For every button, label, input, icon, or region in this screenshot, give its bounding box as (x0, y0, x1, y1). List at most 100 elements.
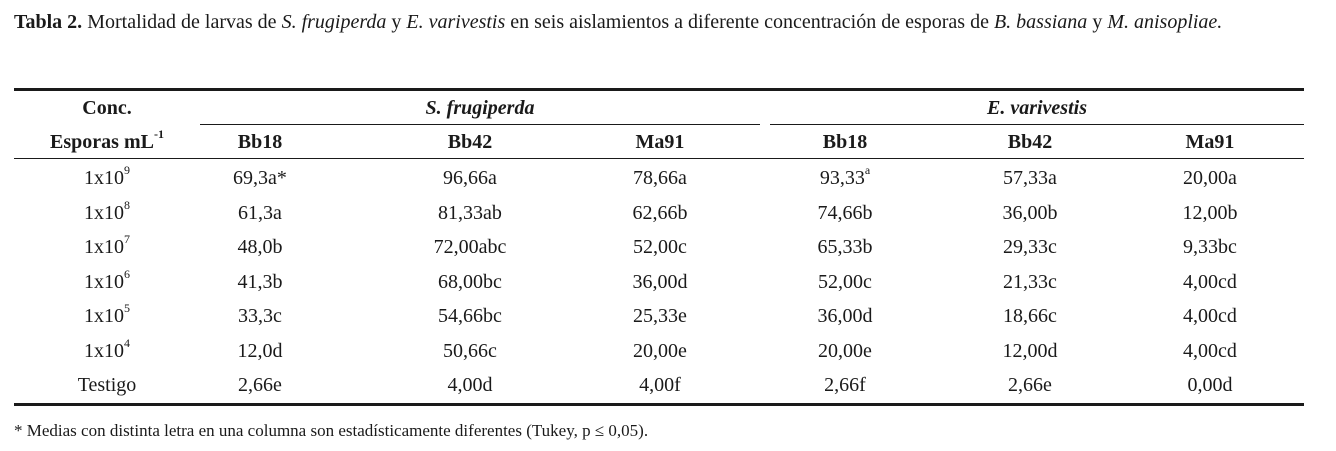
column-header: Bb18 (237, 131, 283, 153)
table-cell: 68,00bc (395, 270, 545, 294)
table-cell-value: 21,33c (1003, 271, 1057, 293)
table-cell-value: 18,66c (1003, 305, 1057, 327)
table-cell: 36,00d (785, 304, 905, 328)
table-cell: 48,0b (200, 235, 320, 259)
table-cell-value: 61,3a (238, 202, 282, 224)
table-cell-value: 72,00abc (433, 236, 507, 258)
table-cell-value: 41,3b (237, 271, 283, 293)
table-cell: 81,33ab (395, 201, 545, 225)
row-concentration: 1x106 (22, 268, 192, 294)
table-cell: 33,3c (200, 304, 320, 328)
caption-species-2: E. varivestis (406, 11, 506, 33)
column-header: Ma91 (1185, 131, 1235, 153)
table-cell-value: 78,66a (633, 167, 687, 189)
table-cell: 50,66c (395, 339, 545, 363)
group-header-varivestis: E. varivestis (987, 97, 1087, 119)
table-bottom-rule (14, 403, 1304, 406)
table-cell: 69,3a* (200, 166, 320, 190)
table-cell: 54,66bc (395, 304, 545, 328)
table-cell: 93,33a (785, 163, 905, 190)
table-cell-superscript: a (864, 163, 871, 178)
table-cell: 2,66e (200, 373, 320, 397)
caption-species-4: M. anisopliae. (1107, 11, 1223, 33)
table-cell-value: 2,66e (1008, 374, 1052, 396)
table-cell: 4,00cd (1150, 339, 1270, 363)
row-concentration-base: 1x10 (84, 167, 124, 189)
table-cell: 36,00d (600, 270, 720, 294)
table-cell: 21,33c (970, 270, 1090, 294)
table-cell-value: 68,00bc (438, 271, 502, 293)
table-cell: 25,33e (600, 304, 720, 328)
table-cell: 62,66b (600, 201, 720, 225)
row-concentration-exponent: 5 (124, 301, 130, 316)
table-cell: 61,3a (200, 201, 320, 225)
group-rule-frugiperda (200, 124, 760, 125)
row-concentration: 1x104 (22, 336, 192, 363)
table-cell-value: 4,00d (447, 374, 493, 396)
table-cell: 78,66a (600, 166, 720, 190)
table-top-rule (14, 88, 1304, 91)
table-cell-value: 33,3c (238, 305, 282, 327)
column-header: Bb42 (447, 131, 493, 153)
table-caption: Tabla 2. Mortalidad de larvas de S. frug… (14, 10, 1304, 34)
header-esporas-text: Esporas mL (50, 131, 154, 153)
table-cell: 4,00f (600, 373, 720, 397)
table-cell-value: 81,33ab (438, 202, 502, 224)
table-cell: 29,33c (970, 235, 1090, 259)
table-cell: 52,00c (785, 270, 905, 294)
table-cell-value: 50,66c (443, 340, 497, 362)
table-cell-value: 36,00d (817, 305, 873, 327)
table-cell: 12,00b (1150, 201, 1270, 225)
table-cell: 12,0d (200, 339, 320, 363)
header-bottom-rule (14, 158, 1304, 159)
table-cell: 4,00cd (1150, 270, 1270, 294)
table-cell: 41,3b (200, 270, 320, 294)
table-cell: 4,00d (395, 373, 545, 397)
header-conc: Conc. (82, 97, 132, 119)
group-rule-varivestis (770, 124, 1304, 125)
table-cell: 57,33a (970, 166, 1090, 190)
table-cell: 52,00c (600, 235, 720, 259)
table-cell-value: 25,33e (633, 305, 687, 327)
table-cell-value: 36,00d (632, 271, 688, 293)
table-cell: 18,66c (970, 304, 1090, 328)
table-cell: 36,00b (970, 201, 1090, 225)
row-concentration-exponent: 7 (124, 232, 130, 247)
row-concentration-base: 1x10 (84, 305, 124, 327)
table-cell: 2,66f (785, 373, 905, 397)
table-cell-value: 69,3a* (233, 167, 287, 189)
table-cell: 12,00d (970, 339, 1090, 363)
table-cell-value: 9,33bc (1183, 236, 1237, 258)
table-cell: 72,00abc (395, 235, 545, 259)
table-cell-value: 74,66b (817, 202, 873, 224)
row-concentration-base: 1x10 (84, 202, 124, 224)
column-header: Ma91 (635, 131, 685, 153)
table-cell-value: 0,00d (1187, 374, 1233, 396)
caption-text-3: en seis aislamientos a diferente concent… (505, 11, 994, 33)
table-cell-value: 4,00f (639, 374, 681, 396)
table-cell-value: 65,33b (817, 236, 873, 258)
table-cell-value: 12,00b (1182, 202, 1238, 224)
row-concentration-base: 1x10 (84, 340, 124, 362)
row-concentration: 1x109 (22, 163, 192, 190)
table-cell-value: 48,0b (237, 236, 283, 258)
table-cell-value: 20,00a (1183, 167, 1237, 189)
caption-text-4: y (1087, 11, 1108, 33)
row-concentration-exponent: 9 (124, 163, 130, 178)
table-cell: 9,33bc (1150, 235, 1270, 259)
caption-text-2: y (386, 11, 407, 33)
table-cell: 96,66a (395, 166, 545, 190)
table-cell-value: 62,66b (632, 202, 688, 224)
row-concentration-base: Testigo (77, 374, 137, 396)
caption-label: Tabla 2. (14, 11, 83, 33)
caption-species-1: S. frugiperda (281, 11, 387, 33)
row-concentration: 1x105 (22, 301, 192, 328)
row-concentration-exponent: 4 (124, 336, 130, 351)
column-header: Bb42 (1007, 131, 1053, 153)
table-cell-value: 4,00cd (1183, 305, 1237, 327)
header-esporas: Esporas mL-1 (22, 128, 192, 154)
table-cell-value: 96,66a (443, 167, 497, 189)
table-cell-value: 20,00e (818, 340, 872, 362)
row-concentration-base: 1x10 (84, 271, 124, 293)
table-cell-value: 2,66e (238, 374, 282, 396)
